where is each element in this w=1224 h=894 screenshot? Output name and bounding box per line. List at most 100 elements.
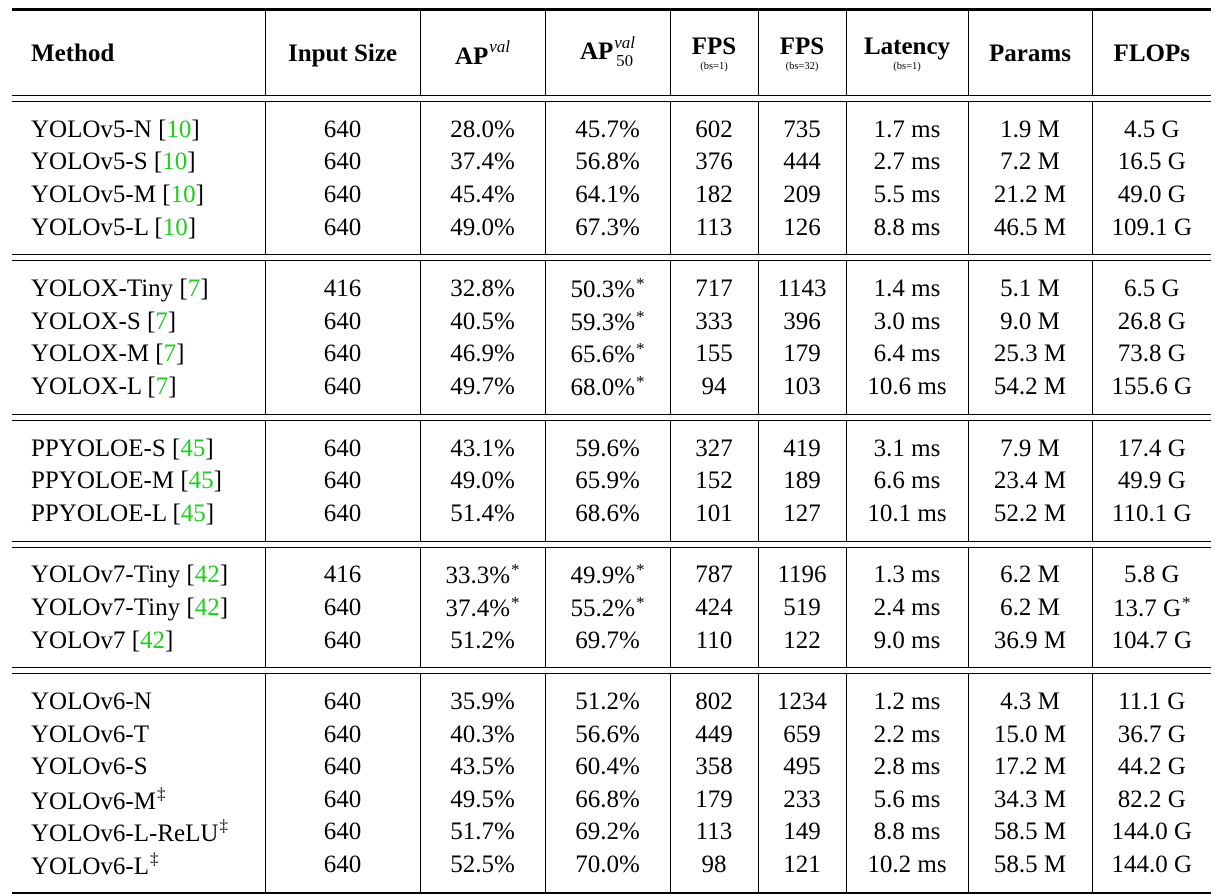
flops-cell: 16.5 G [1091,145,1211,179]
fps-bs1-cell: 113 [669,210,758,255]
group-separator [12,254,1211,262]
input-size-cell-value: 640 [323,626,362,654]
citation-link[interactable]: 45 [180,434,206,462]
params-cell: 36.9 M [967,623,1092,668]
latency-cell: 9.0 ms [845,623,968,668]
input-size-cell: 640 [264,623,420,668]
double-rule-cell [12,254,1211,262]
method-cell: PPYOLOE-S [45] [31,434,214,462]
params-cell-value: 7.9 M [1000,434,1060,462]
fps-bs32-cell: 126 [757,210,846,255]
table-row: YOLOX-S [7] 640 40.5% 59.3%* 333 396 3.0 ms 9.0… [12,304,1211,338]
params-cell-value: 23.4 M [993,467,1067,495]
fps-bs32-cell-value: 122 [783,626,821,654]
latency-cell: 1.3 ms [845,547,968,592]
params-cell: 15.0 M [967,717,1092,751]
input-size-cell-value: 640 [323,753,362,781]
fps-bs1-cell-value: 424 [695,593,733,621]
fps-bs1-cell: 358 [669,750,758,784]
table-row: YOLOv6-N 640 35.9% 51.2% 802 1234 1.2 ms 4.3 M 1… [12,674,1211,718]
citation-link[interactable]: 10 [162,213,188,241]
fps-bs32-cell-value: 444 [783,148,821,176]
input-size-cell: 640 [264,591,420,624]
fps-bs32-cell: 121 [757,848,846,892]
ap50-cell-value: 45.7% [575,115,640,143]
params-cell: 34.3 M [967,783,1092,816]
ap50-cell-value: 67.3% [575,213,640,241]
params-cell-value: 36.9 M [993,626,1067,654]
citation-link[interactable]: 7 [155,372,169,400]
ap50-cell: 60.4% [544,750,670,784]
ap-cell-value: 35.9% [450,688,515,716]
citation-link[interactable]: 42 [194,593,220,621]
ap-cell-value: 37.4% [445,594,511,622]
input-size-cell: 640 [264,674,420,718]
method-name: YOLOv7-Tiny [31,593,181,621]
params-cell-value: 34.3 M [993,785,1067,813]
citation-link[interactable]: 10 [170,180,196,208]
table-row: YOLOv6-T 640 40.3% 56.6% 449 659 2.2 ms 15.0 M 3… [12,717,1211,751]
double-rule [12,413,1211,421]
flops-cell-value: 155.6 G [1111,372,1193,400]
ap50-cell-value: 64.1% [575,180,640,208]
double-dagger-mark: ‡ [150,849,159,869]
ap50-cell-asterisk: * [636,560,645,580]
latency-cell: 8.8 ms [845,210,968,255]
params-cell-value: 21.2 M [993,180,1067,208]
fps-bs1-cell: 327 [669,420,758,465]
ap-cell-value: 33.3% [445,562,511,590]
citation-link[interactable]: 42 [194,561,220,589]
params-cell: 52.2 M [967,496,1092,541]
ap50-cell-value: 68.6% [575,499,640,527]
params-cell: 58.5 M [967,815,1092,849]
ap50-cell-asterisk: * [636,339,645,359]
ap-cell: 45.4% [419,178,545,211]
input-size-cell-value: 640 [323,115,362,143]
citation-link[interactable]: 7 [155,307,168,335]
params-cell: 17.2 M [967,750,1092,784]
ap50-cell: 65.9% [544,464,670,497]
method-cell: YOLOv5-N [10] [31,115,200,143]
fps-bs1-cell-value: 376 [695,148,733,176]
citation-link[interactable]: 10 [166,115,192,143]
method-cell: YOLOv6-M‡ [12,783,265,816]
method-name: YOLOv6-L [31,853,150,881]
table-row: PPYOLOE-S [45] 640 43.1% 59.6% 327 419 3.1 ms 7… [12,420,1211,465]
flops-cell-value: 73.8 G [1117,340,1186,368]
header-method: Method [31,39,115,67]
flops-cell-value: 49.9 G [1117,467,1186,495]
fps-bs32-cell: 396 [757,304,846,338]
ap-cell-asterisk: * [511,560,520,580]
citation-link[interactable]: 45 [188,467,214,495]
group-separator [12,540,1211,548]
citation-link[interactable]: 45 [180,499,206,527]
latency-cell-value: 6.4 ms [873,340,941,368]
fps-bs1-cell: 152 [669,464,758,497]
params-cell: 1.9 M [967,102,1092,146]
input-size-cell: 640 [264,496,420,541]
fps-bs32-cell: 1143 [757,261,846,305]
citation-link[interactable]: 7 [187,275,201,303]
table-body: YOLOv5-N [10] 640 28.0% 45.7% 602 735 1.7 ms 1.… [12,95,1211,892]
ap-cell-asterisk: * [511,592,520,612]
input-size-cell-value: 640 [323,818,362,846]
method-cell: YOLOX-S [7] [31,307,177,335]
fps-bs1-cell-value: 182 [695,180,733,208]
input-size-cell: 640 [264,145,420,179]
ap-cell: 28.0% [419,102,545,146]
method-name: YOLOX-Tiny [31,275,174,303]
header-ap: APval [419,11,545,95]
fps-bs1-cell-value: 113 [695,818,733,846]
latency-cell-value: 1.2 ms [873,688,941,716]
method-cell: YOLOv6-L‡ [12,848,265,892]
ap50-cell: 64.1% [544,178,670,211]
method-cell: YOLOv5-M [10] [31,180,204,208]
ap-cell: 43.5% [419,750,545,784]
input-size-cell-value: 640 [323,467,362,495]
citation-link[interactable]: 42 [140,626,166,654]
input-size-cell-value: 640 [323,434,362,462]
method-name: YOLOv6-S [31,753,148,781]
citation-link[interactable]: 7 [163,340,177,368]
citation-link[interactable]: 10 [162,148,188,176]
ap50-cell-value: 66.8% [575,785,640,813]
